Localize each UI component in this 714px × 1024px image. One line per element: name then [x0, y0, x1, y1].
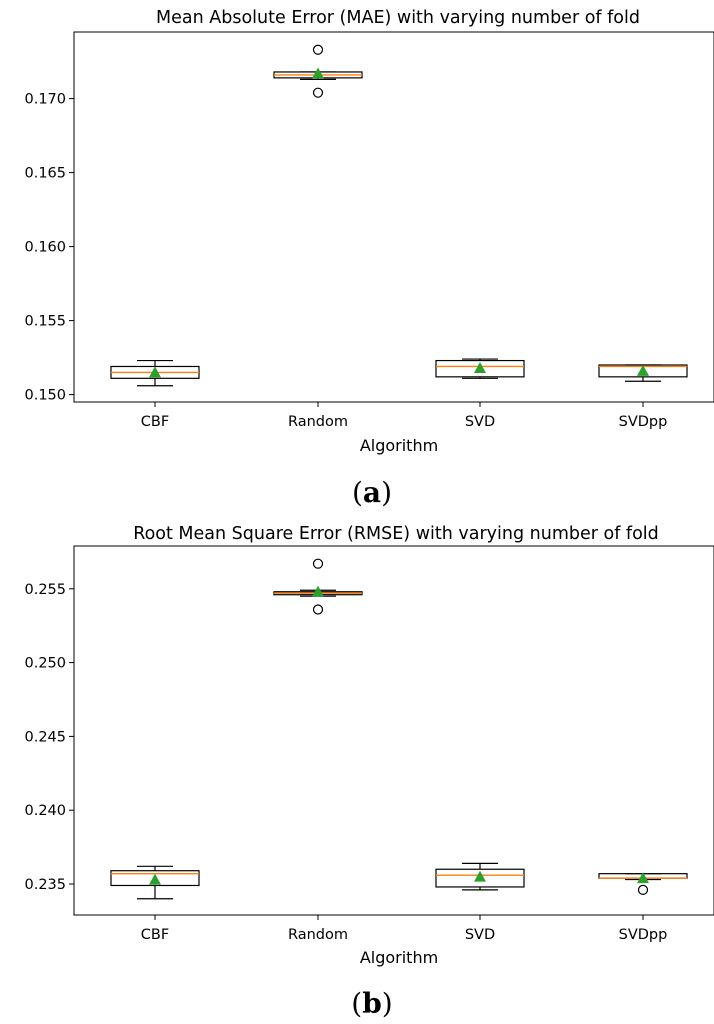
y-axis-mae: 0.150 0.155 0.160 0.165 0.170 — [24, 92, 74, 404]
mean-marker — [637, 872, 649, 884]
y-tick-label: 0.165 — [24, 166, 66, 182]
chart-title-mae: Mean Absolute Error (MAE) with varying n… — [156, 8, 640, 28]
y-tick-label: 0.160 — [24, 240, 66, 256]
box-iqr — [435, 868, 525, 888]
box-svd — [435, 862, 525, 891]
x-tick-label: CBF — [141, 414, 169, 430]
x-axis-label-mae: Algorithm — [360, 436, 438, 455]
y-tick-label: 0.250 — [24, 656, 66, 672]
mean-marker — [149, 366, 161, 378]
x-tick-label: SVD — [465, 927, 495, 943]
mean-marker — [474, 361, 486, 373]
y-tick-label: 0.150 — [24, 388, 66, 404]
box-cbf — [110, 359, 200, 387]
outlier-point — [637, 884, 649, 896]
outlier-point — [312, 558, 324, 569]
y-tick-label: 0.255 — [24, 582, 66, 598]
x-tick-label: SVDpp — [619, 414, 668, 430]
x-tick-label: Random — [288, 927, 348, 943]
x-axis-rmse: CBF Random SVD SVDpp — [141, 915, 668, 943]
x-axis-mae: CBF Random SVD SVDpp — [141, 402, 668, 430]
x-tick-label: SVD — [465, 414, 495, 430]
chart-title-rmse: Root Mean Square Error (RMSE) with varyi… — [133, 524, 659, 544]
plot-frame-rmse — [73, 545, 714, 916]
y-tick-label: 0.235 — [24, 877, 66, 893]
mean-marker — [312, 67, 324, 79]
x-axis-label-rmse: Algorithm — [360, 948, 438, 967]
chart-panel-b: Root Mean Square Error (RMSE) with varyi… — [24, 524, 714, 1020]
mean-marker — [474, 870, 486, 882]
mean-marker — [312, 585, 324, 597]
mean-marker — [149, 873, 161, 885]
box-random — [273, 558, 363, 615]
panel-caption-a: (a) — [352, 476, 392, 509]
box-series-mae — [110, 44, 688, 387]
outlier-point — [312, 604, 324, 615]
y-axis-rmse: 0.235 0.240 0.245 0.250 0.255 — [24, 582, 74, 893]
box-series-rmse — [110, 558, 688, 900]
y-tick-label: 0.155 — [24, 314, 66, 330]
plot-frame-mae — [73, 31, 714, 403]
box-iqr — [110, 870, 200, 887]
box-cbf — [110, 865, 200, 900]
x-tick-label: Random — [288, 414, 348, 430]
outlier-point — [312, 44, 324, 55]
box-svd — [435, 358, 525, 379]
x-tick-label: CBF — [141, 927, 169, 943]
outlier-point — [312, 87, 324, 98]
y-tick-label: 0.170 — [24, 92, 66, 108]
box-svdpp — [598, 364, 688, 382]
box-random — [273, 44, 363, 98]
box-svdpp — [598, 872, 688, 896]
mean-marker — [637, 364, 649, 376]
chart-panel-a: Mean Absolute Error (MAE) with varying n… — [24, 8, 714, 509]
y-tick-label: 0.245 — [24, 729, 66, 745]
panel-caption-b: (b) — [351, 987, 392, 1020]
x-tick-label: SVDpp — [619, 927, 668, 943]
y-tick-label: 0.240 — [24, 803, 66, 819]
box-iqr — [435, 359, 525, 378]
